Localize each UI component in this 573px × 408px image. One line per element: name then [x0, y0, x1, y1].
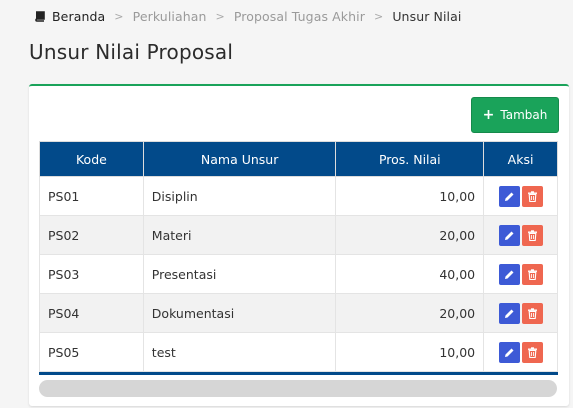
- column-header-kode[interactable]: Kode: [39, 141, 144, 177]
- cell-pros-nilai: 40,00: [335, 254, 485, 294]
- cell-kode: PS05: [39, 332, 144, 372]
- cell-pros-nilai: 10,00: [335, 176, 485, 216]
- cell-nama-unsur: Dokumentasi: [142, 293, 337, 333]
- cell-aksi: [483, 254, 558, 294]
- table-row: PS02 Materi 20,00: [39, 215, 558, 255]
- trash-icon: [527, 346, 537, 358]
- breadcrumb-home-label: Beranda: [52, 9, 106, 24]
- cell-kode: PS03: [39, 254, 144, 294]
- table-row: PS01 Disiplin 10,00: [39, 176, 558, 216]
- trash-icon: [527, 229, 537, 241]
- trash-icon: [527, 190, 537, 202]
- cell-aksi: [483, 176, 558, 216]
- delete-button[interactable]: [521, 224, 543, 246]
- pencil-icon: [504, 348, 514, 357]
- cell-pros-nilai: 20,00: [335, 293, 485, 333]
- column-header-nama-unsur[interactable]: Nama Unsur: [142, 141, 337, 177]
- breadcrumb-home[interactable]: Beranda: [34, 9, 105, 24]
- table-bottom-border: [39, 372, 558, 375]
- plus-icon: +: [482, 107, 495, 123]
- cell-kode: PS01: [39, 176, 144, 216]
- breadcrumb-separator: >: [114, 10, 124, 23]
- delete-button[interactable]: [521, 185, 543, 207]
- pencil-icon: [504, 192, 514, 201]
- cell-aksi: [483, 332, 558, 372]
- breadcrumb-separator: >: [373, 10, 384, 23]
- edit-button[interactable]: [498, 263, 520, 285]
- pencil-icon: [504, 231, 514, 240]
- table-header-row: Kode Nama Unsur Pros. Nilai Aksi: [39, 141, 558, 177]
- delete-button[interactable]: [521, 263, 543, 285]
- pencil-icon: [504, 270, 514, 279]
- edit-button[interactable]: [498, 224, 520, 246]
- delete-button[interactable]: [521, 302, 543, 324]
- column-header-pros-nilai[interactable]: Pros. Nilai: [335, 141, 485, 177]
- cell-aksi: [483, 293, 558, 333]
- cell-pros-nilai: 20,00: [335, 215, 485, 255]
- column-header-aksi: Aksi: [483, 141, 558, 177]
- cell-pros-nilai: 10,00: [335, 332, 485, 372]
- trash-icon: [527, 268, 537, 280]
- unsur-nilai-table: Kode Nama Unsur Pros. Nilai Aksi PS01 Di…: [39, 141, 558, 372]
- cell-nama-unsur: Disiplin: [142, 176, 337, 216]
- edit-button[interactable]: [498, 185, 520, 207]
- add-button-label: Tambah: [500, 108, 548, 122]
- page-title: Unsur Nilai Proposal: [29, 40, 234, 64]
- cell-kode: PS04: [39, 293, 144, 333]
- breadcrumb-item-proposal[interactable]: Proposal Tugas Akhir: [233, 9, 365, 24]
- book-icon: [35, 11, 45, 22]
- table-row: PS03 Presentasi 40,00: [39, 254, 558, 294]
- cell-aksi: [483, 215, 558, 255]
- delete-button[interactable]: [521, 341, 543, 363]
- breadcrumb-separator: >: [215, 10, 225, 23]
- cell-kode: PS02: [39, 215, 144, 255]
- cell-nama-unsur: test: [142, 332, 337, 372]
- breadcrumb-current: Unsur Nilai: [392, 9, 462, 24]
- add-button[interactable]: + Tambah: [471, 97, 559, 133]
- trash-icon: [527, 307, 537, 319]
- table-row: PS05 test 10,00: [39, 332, 558, 372]
- table-row: PS04 Dokumentasi 20,00: [39, 293, 558, 333]
- content-card: + Tambah Kode Nama Unsur Pros. Nilai Aks…: [29, 84, 569, 406]
- horizontal-scrollbar[interactable]: [39, 380, 557, 397]
- breadcrumb-item-perkuliahan[interactable]: Perkuliahan: [132, 9, 207, 24]
- pencil-icon: [504, 309, 514, 318]
- cell-nama-unsur: Presentasi: [142, 254, 337, 294]
- edit-button[interactable]: [498, 341, 520, 363]
- breadcrumb: Beranda > Perkuliahan > Proposal Tugas A…: [34, 9, 461, 24]
- cell-nama-unsur: Materi: [142, 215, 337, 255]
- edit-button[interactable]: [498, 302, 520, 324]
